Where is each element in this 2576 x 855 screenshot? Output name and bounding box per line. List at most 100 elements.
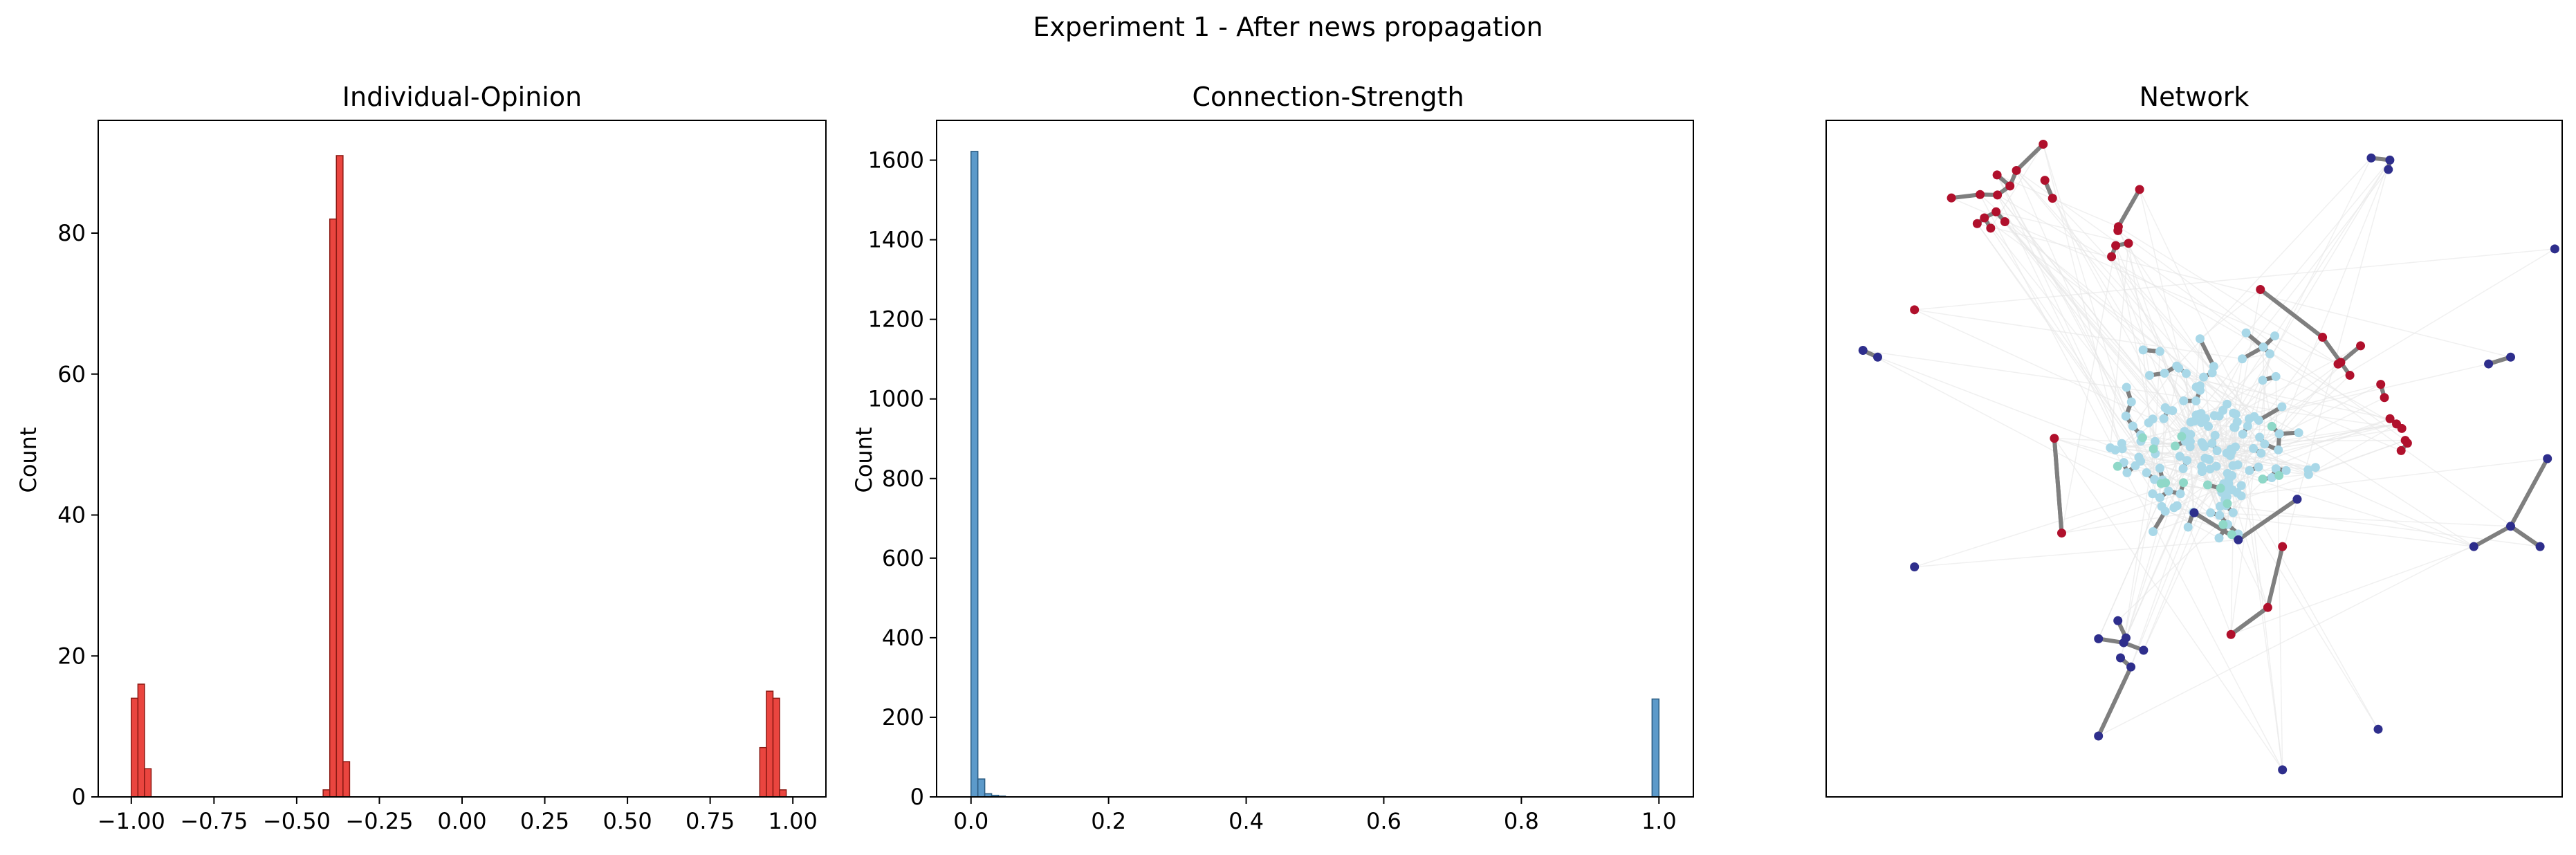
network-faint-edge [1976, 223, 2162, 484]
network-faint-edge [2209, 423, 2397, 470]
network-node [2186, 417, 2196, 427]
network-faint-edge [1996, 174, 2144, 439]
network-node [2159, 414, 2169, 423]
network-node [2281, 466, 2291, 475]
network-node [1976, 190, 1985, 199]
network-faint-edge [2016, 169, 2201, 391]
network-faint-edge [2205, 427, 2235, 459]
opinion-histogram-ytick-label: 80 [57, 220, 86, 246]
network-faint-edge [1977, 223, 2511, 358]
network-node [2303, 470, 2313, 479]
connection-histogram-ytick-label: 0 [910, 784, 924, 810]
opinion-histogram-bar [342, 761, 351, 798]
network-faint-edge [2242, 434, 2283, 770]
network-node [2135, 185, 2144, 194]
network-node [2189, 508, 2199, 517]
network-faint-edge [1914, 309, 2243, 360]
connection-histogram-title: Connection-Strength [1192, 82, 1464, 112]
network-node [2318, 333, 2328, 342]
network-node [2258, 475, 2267, 484]
network-node [2260, 439, 2270, 449]
network-node [2174, 363, 2184, 373]
network-node [2274, 429, 2284, 439]
network-faint-edge [2205, 423, 2397, 459]
network-node [2238, 354, 2247, 364]
network-edge [2508, 524, 2543, 549]
network-node [2203, 480, 2213, 490]
network-faint-edge [2054, 438, 2283, 771]
opinion-histogram-bar [335, 155, 344, 798]
network-node [2230, 442, 2240, 452]
network-faint-edge [2210, 512, 2511, 527]
network-node [2373, 724, 2383, 734]
network-faint-edge [2190, 446, 2316, 468]
network-node [2094, 731, 2104, 741]
network-panel: Network [1825, 82, 2563, 798]
network-node [2243, 421, 2252, 431]
network-node [2195, 334, 2205, 344]
opinion-histogram-xticks: −1.00 −0.75 −0.50 −0.25 0.00 0.25 0.50 0.75 1.00 [98, 797, 818, 834]
network-node [2223, 499, 2232, 508]
network-node [2385, 155, 2395, 165]
connection-histogram-xtick-label: 0.6 [1366, 808, 1401, 834]
network-node [2160, 368, 2169, 378]
network-node [2215, 511, 2225, 520]
network-node [2506, 352, 2516, 362]
opinion-histogram-yticks: 0 20 40 60 80 [57, 220, 98, 810]
opinion-histogram-ytick-label: 40 [57, 502, 86, 528]
network-node [2207, 439, 2217, 448]
network-edge [2472, 524, 2513, 549]
network-node [2278, 765, 2288, 775]
network-faint-edge [1996, 211, 2189, 434]
connection-histogram-panel: Connection-Strength Count 0.0 0.2 0.4 0.6 0.… [851, 82, 1694, 834]
network-faint-edge [2111, 256, 2255, 417]
opinion-histogram-xtick-label: 1.00 [769, 808, 818, 834]
network-node [2113, 616, 2123, 625]
network-node [2122, 383, 2131, 392]
network-frame [1825, 120, 2563, 798]
network-faint-edge [2132, 365, 2178, 427]
network-node [2216, 484, 2225, 493]
connection-histogram-yticks: 0 200 400 600 800 1000 1200 1400 1600 [868, 147, 937, 810]
network-node [2206, 508, 2216, 517]
network-node [1972, 219, 1982, 228]
network-node [2270, 331, 2280, 341]
opinion-histogram-bar [144, 768, 152, 798]
network-node [2229, 408, 2238, 418]
network-node [2107, 252, 2117, 261]
network-node [2392, 419, 2402, 429]
network-faint-edge [2245, 332, 2276, 377]
network-faint-edge [2179, 427, 2234, 457]
network-node [2254, 462, 2263, 472]
network-node [2126, 397, 2136, 407]
network-node [2128, 421, 2137, 431]
network-node [2205, 464, 2215, 474]
network-faint-edge [2115, 245, 2156, 442]
opinion-histogram-xtick-label: 0.50 [602, 808, 652, 834]
network-node [2137, 433, 2147, 443]
network-edge [2014, 142, 2045, 173]
network-node [2256, 448, 2266, 458]
connection-histogram-ylabel: Count [851, 427, 877, 493]
network-node [2198, 441, 2208, 450]
network-faint-edge [1914, 539, 2238, 568]
network-node [2148, 414, 2158, 424]
connection-histogram-bar [1651, 698, 1660, 798]
connection-histogram-xtick-label: 0.2 [1091, 808, 1126, 834]
network-node [2256, 285, 2265, 294]
opinion-histogram-xtick-label: 0.00 [437, 808, 486, 834]
network-faint-edge [2184, 169, 2389, 432]
network-node [2210, 430, 2220, 440]
opinion-histogram-xtick-label: 0.75 [686, 808, 735, 834]
network-faint-edge [2275, 376, 2397, 425]
network-faint-edge [1914, 309, 2227, 454]
network-node [2116, 653, 2126, 663]
network-node [2169, 503, 2179, 513]
network-node [2175, 452, 2184, 461]
network-node [2124, 239, 2133, 248]
network-faint-edge [2130, 468, 2211, 668]
connection-histogram-xtick-label: 0.8 [1504, 808, 1539, 834]
network-node [2209, 362, 2218, 371]
network-node [2396, 445, 2406, 455]
network-faint-edge [1914, 248, 2555, 311]
